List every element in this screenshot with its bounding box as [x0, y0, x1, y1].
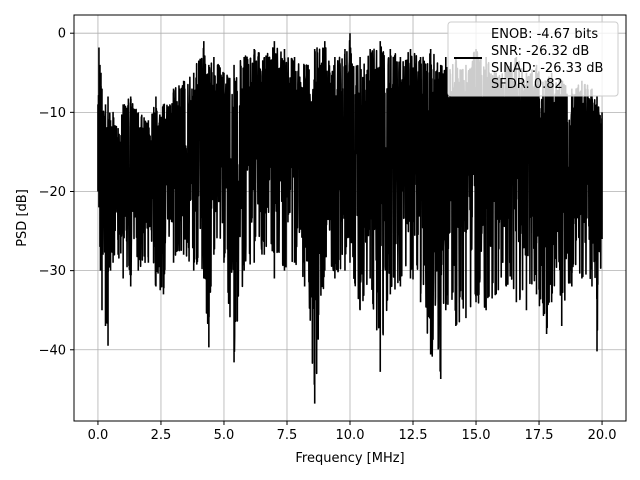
legend-entry-sinad: SINAD: -26.33 dB — [491, 61, 603, 76]
legend-box — [447, 21, 619, 97]
x-axis-ticks: 0.0 2.5 5.0 7.5 10.0 12.5 15.0 17.5 20.0 — [88, 421, 617, 443]
legend: ENOB: -4.67 bits SNR: -26.32 dB SINAD: -… — [447, 21, 619, 97]
legend-entry-enob: ENOB: -4.67 bits — [491, 27, 598, 42]
psd-trace — [97, 33, 603, 404]
psd-series-line — [97, 33, 603, 404]
legend-entry-snr: SNR: -26.32 dB — [491, 44, 589, 59]
x-tick-label: 7.5 — [277, 428, 298, 443]
x-tick-label: 5.0 — [214, 428, 235, 443]
y-tick-label: 0 — [58, 27, 66, 42]
x-tick-label: 15.0 — [462, 428, 491, 443]
y-axis-ticks: 0 −10 −20 −30 −40 — [39, 27, 74, 358]
x-tick-label: 20.0 — [588, 428, 617, 443]
y-tick-label: −10 — [39, 106, 66, 121]
y-tick-label: −20 — [39, 185, 66, 200]
legend-entry-sfdr: SFDR: 0.82 — [491, 77, 563, 92]
y-axis-label: PSD [dB] — [15, 189, 30, 247]
x-tick-label: 10.0 — [336, 428, 365, 443]
plot-frame — [73, 14, 627, 422]
y-tick-label: −30 — [39, 264, 66, 279]
x-tick-label: 12.5 — [399, 428, 428, 443]
x-axis-label: Frequency [MHz] — [295, 451, 404, 466]
y-tick-label: −40 — [39, 343, 66, 358]
x-tick-label: 2.5 — [151, 428, 172, 443]
x-tick-label: 0.0 — [88, 428, 109, 443]
x-tick-label: 17.5 — [525, 428, 554, 443]
